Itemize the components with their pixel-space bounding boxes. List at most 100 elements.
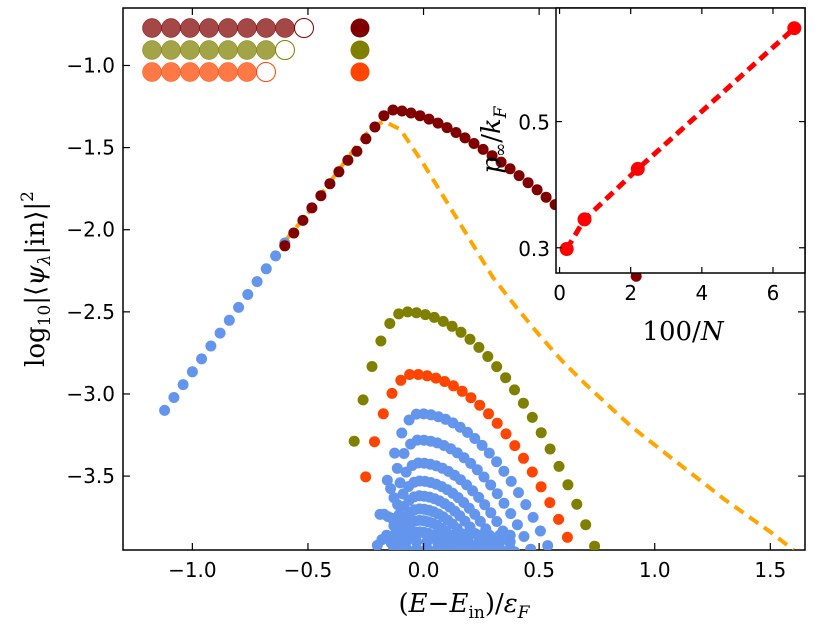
legend-marker [350,62,370,82]
inset-ticks-layer: 0 2 4 6 0.3 0.5 [518,8,805,305]
olive-point [526,411,538,423]
x-tick-label: −1.0 [168,558,217,582]
olive-point [428,311,440,323]
blue-band-point [527,511,539,523]
inset-ylabel: p∞/kF [477,105,511,173]
blue-band-point [450,550,461,561]
olive-point [375,335,387,347]
maroon-point [513,170,525,182]
blue-cloud-point [431,542,443,550]
blue-left-point [186,366,198,378]
blue-band-point [505,475,517,487]
maroon-point [324,178,336,190]
maroon-point [297,214,309,226]
blue-left-point [260,263,272,275]
orangered-point [456,385,468,397]
olive-point [455,326,467,338]
blue-band-point [491,488,503,500]
olive-point [482,351,494,362]
olive-point [357,394,369,406]
blue-cloud-point [442,542,454,550]
x-tick-label: 1.5 [754,558,786,582]
olive-point [393,308,405,320]
maroon-point [333,166,345,178]
inset-point [577,212,592,227]
inset-point [630,161,645,176]
orangered-point [395,374,407,386]
maroon-point [279,240,291,252]
orangered-point [544,497,556,509]
maroon-point [477,143,489,155]
legend-filled-circle [142,18,162,38]
blue-cloud-point [393,549,399,550]
legend-marker [350,18,370,38]
blue-band-point [498,497,510,509]
inset-xlabel: 100/N [642,317,724,347]
orangered-point [360,471,372,483]
blue-band-point [398,448,410,459]
blue-band-point [396,427,408,439]
blue-cloud-point [504,542,516,550]
y-tick-label: −1.0 [66,53,115,77]
legend-filled-circle [161,40,181,60]
orangered-point [500,428,512,440]
maroon-point [441,122,453,134]
blue-band-point [469,433,481,444]
blue-left-point [251,276,263,288]
olive-point [411,307,422,319]
blue-cloud-point [455,549,461,550]
blue-band-point [497,550,508,561]
blue-left-point [196,353,208,365]
blue-band-point [403,414,415,426]
blue-cloud-point [494,542,506,550]
blue-cloud-point [483,542,495,550]
orangered-point [526,466,538,478]
legend-filled-circle [256,18,276,38]
orangered-point [571,551,582,562]
blue-band-point [511,519,523,531]
legend [142,18,370,82]
orangered-point [561,531,573,543]
maroon-point [342,154,354,166]
blue-cloud-point [403,549,409,550]
blue-band-point [391,462,403,474]
blue-band-point [520,499,532,511]
blue-band-point [367,550,378,561]
blue-left-point [159,404,171,416]
blue-cloud-point [400,542,412,550]
inset-x-tick-label: 6 [767,281,780,305]
legend-filled-circle [142,62,162,82]
maroon-point [387,104,399,116]
legend-filled-circle [237,18,257,38]
orangered-point [430,372,442,384]
legend-filled-circle [161,18,181,38]
legend-filled-circle [237,40,257,60]
inset-point [559,242,574,256]
blue-band-point [381,474,393,486]
blue-left-point [242,289,254,300]
y-tick-label: −3.0 [66,382,115,406]
y-tick-label: −1.5 [66,136,115,160]
blue-band-point [385,483,397,495]
blue-cloud-point [497,549,503,550]
scatter-points-layer [159,104,642,562]
y-tick-label: −3.5 [66,464,115,488]
inset-background [556,8,805,273]
olive-point [384,318,396,329]
inset-x-tick-label: 0 [553,281,566,305]
legend-filled-circle [180,62,200,82]
olive-point [437,315,449,327]
blue-left-point [270,250,282,262]
maroon-point [540,191,552,203]
orangered-point [369,436,380,448]
blue-band-point [542,540,554,550]
blue-cloud-point [507,549,513,550]
maroon-point [351,145,363,157]
olive-point [509,384,520,396]
maroon-point [468,138,480,149]
blue-left-point [205,340,217,352]
legend-filled-circle [237,62,257,82]
blue-left-point [168,392,180,403]
maroon-point [486,150,498,162]
blue-band-point [518,531,530,542]
